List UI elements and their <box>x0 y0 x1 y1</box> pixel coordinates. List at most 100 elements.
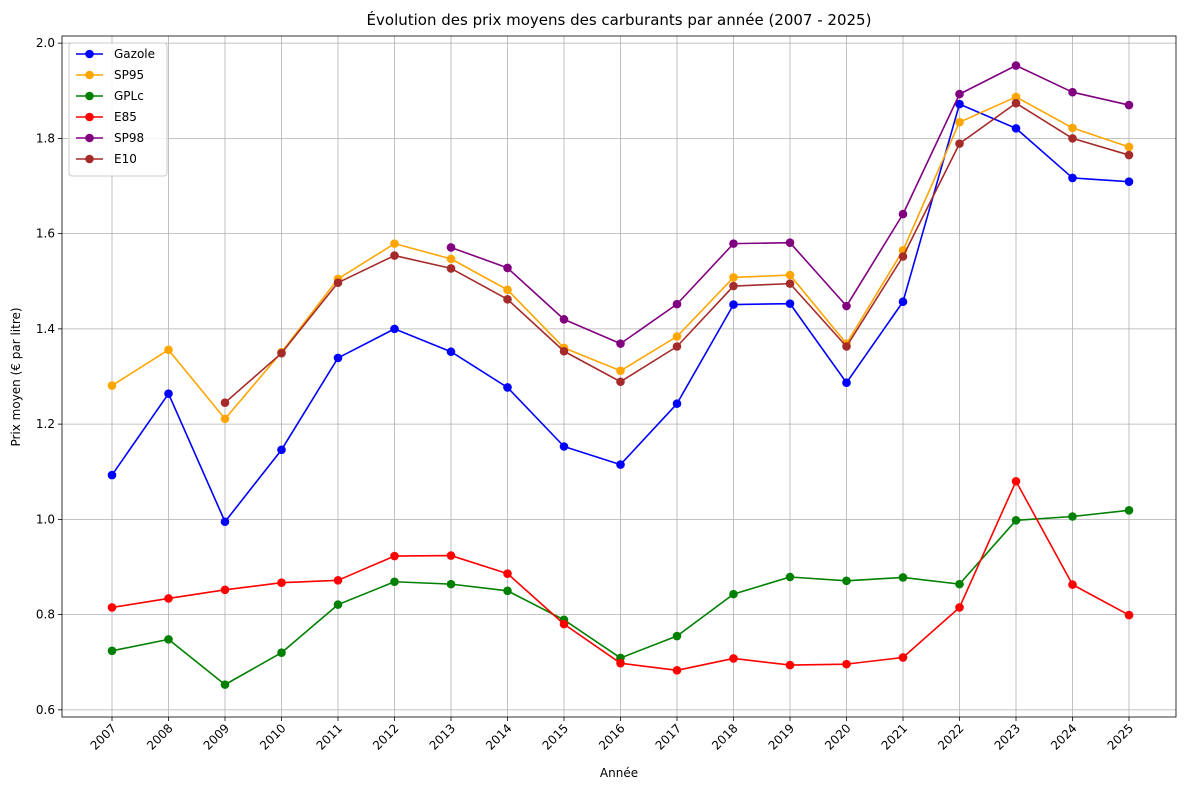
data-point-e10 <box>616 377 625 387</box>
data-point-sp98 <box>616 339 625 348</box>
chart-title: Évolution des prix moyens des carburants… <box>367 10 872 29</box>
x-tick-label: 2024 <box>1048 721 1079 752</box>
data-point-gplc <box>1011 516 1021 525</box>
data-point-sp95 <box>107 381 117 390</box>
data-point-gplc <box>220 680 230 689</box>
x-tick-label: 2014 <box>483 721 514 752</box>
y-tick-label: 1.2 <box>36 417 55 431</box>
data-point-e85 <box>164 594 173 603</box>
data-point-e10 <box>220 398 230 407</box>
y-tick-label: 1.8 <box>36 131 55 145</box>
legend-item-sp95: SP95 <box>76 68 144 82</box>
data-point-gazole <box>446 347 456 357</box>
data-point-gazole <box>842 378 851 387</box>
legend-item-e10: E10 <box>76 152 137 166</box>
y-tick-label: 1.0 <box>36 512 55 526</box>
data-point-gplc <box>842 576 851 586</box>
x-tick-label: 2017 <box>653 721 684 752</box>
data-point-e85 <box>1011 476 1021 486</box>
legend-marker-gplc <box>85 91 94 101</box>
data-point-e85 <box>220 585 230 595</box>
grid <box>62 36 1176 717</box>
data-point-sp95 <box>503 285 512 295</box>
data-point-sp95 <box>616 366 625 376</box>
data-point-sp95 <box>390 239 399 248</box>
y-tick-label: 1.4 <box>36 322 55 336</box>
data-point-gazole <box>729 300 738 309</box>
data-point-sp95 <box>220 414 230 424</box>
x-tick-label: 2023 <box>992 721 1023 752</box>
x-tick-label: 2015 <box>540 721 571 752</box>
x-tick-label: 2025 <box>1105 721 1136 752</box>
data-point-gplc <box>503 586 512 596</box>
data-point-gazole <box>672 399 682 408</box>
data-point-e85 <box>785 660 795 670</box>
legend-item-gplc: GPLc <box>76 89 144 103</box>
legend-marker-e10 <box>85 154 94 164</box>
data-point-e85 <box>1068 580 1077 589</box>
data-point-gazole <box>955 99 964 109</box>
data-point-e10 <box>503 295 512 304</box>
data-point-e10 <box>277 348 286 358</box>
series-gazole <box>107 99 1134 527</box>
data-point-e85 <box>955 603 964 612</box>
legend-marker-gazole <box>85 49 94 59</box>
data-point-e10 <box>559 346 569 356</box>
plot-area <box>61 35 1177 718</box>
data-point-e10 <box>1068 134 1077 143</box>
data-point-gazole <box>1068 173 1077 183</box>
data-point-gazole <box>616 460 625 469</box>
data-point-sp95 <box>1068 123 1077 133</box>
legend-marker-sp98 <box>85 133 94 143</box>
data-point-e10 <box>333 278 343 287</box>
data-point-sp95 <box>672 332 682 341</box>
data-point-e10 <box>446 264 456 273</box>
data-point-gplc <box>277 648 286 658</box>
x-tick-label: 2010 <box>257 721 288 752</box>
series-sp98 <box>446 61 1134 348</box>
data-point-sp98 <box>446 243 456 252</box>
data-point-e85 <box>446 551 456 560</box>
data-point-sp98 <box>1068 87 1077 97</box>
data-point-e10 <box>842 342 851 351</box>
data-point-sp95 <box>785 270 795 280</box>
data-point-e85 <box>898 653 908 662</box>
y-tick-label: 2.0 <box>36 36 55 50</box>
legend-label-gplc: GPLc <box>114 89 144 103</box>
x-tick-label: 2018 <box>709 721 740 752</box>
y-tick-label: 0.8 <box>36 608 55 622</box>
data-point-gplc <box>955 579 964 589</box>
data-point-gazole <box>220 517 230 527</box>
data-point-sp95 <box>955 117 964 127</box>
data-point-sp95 <box>446 254 456 264</box>
data-point-gplc <box>785 572 795 582</box>
data-point-sp98 <box>842 301 851 311</box>
data-point-e85 <box>277 578 286 588</box>
data-point-gplc <box>1124 506 1134 515</box>
data-point-e85 <box>842 659 851 669</box>
x-tick-label: 2009 <box>201 721 232 752</box>
data-point-gplc <box>729 589 738 599</box>
data-point-e10 <box>898 252 908 261</box>
x-tick-label: 2012 <box>370 721 401 752</box>
x-axis-label: Année <box>600 766 638 780</box>
data-point-sp95 <box>729 273 738 282</box>
data-point-sp98 <box>1124 100 1134 110</box>
data-point-e85 <box>672 666 682 675</box>
y-axis: 0.6 0.8 1.0 1.2 1.4 1.6 1.8 2.0 <box>36 36 62 717</box>
legend-marker-sp95 <box>85 70 94 80</box>
data-point-gplc <box>107 646 117 656</box>
data-point-gazole <box>333 353 343 363</box>
x-tick-label: 2007 <box>88 721 119 752</box>
data-point-sp98 <box>1011 61 1021 70</box>
data-point-gazole <box>503 383 512 392</box>
x-tick-label: 2016 <box>596 721 627 752</box>
data-point-gplc <box>898 573 908 582</box>
legend-item-sp98: SP98 <box>76 131 144 145</box>
data-point-sp98 <box>559 315 569 324</box>
data-point-e10 <box>1124 150 1134 160</box>
data-point-e85 <box>616 658 625 668</box>
data-point-gazole <box>390 324 399 334</box>
data-point-e10 <box>390 251 399 260</box>
